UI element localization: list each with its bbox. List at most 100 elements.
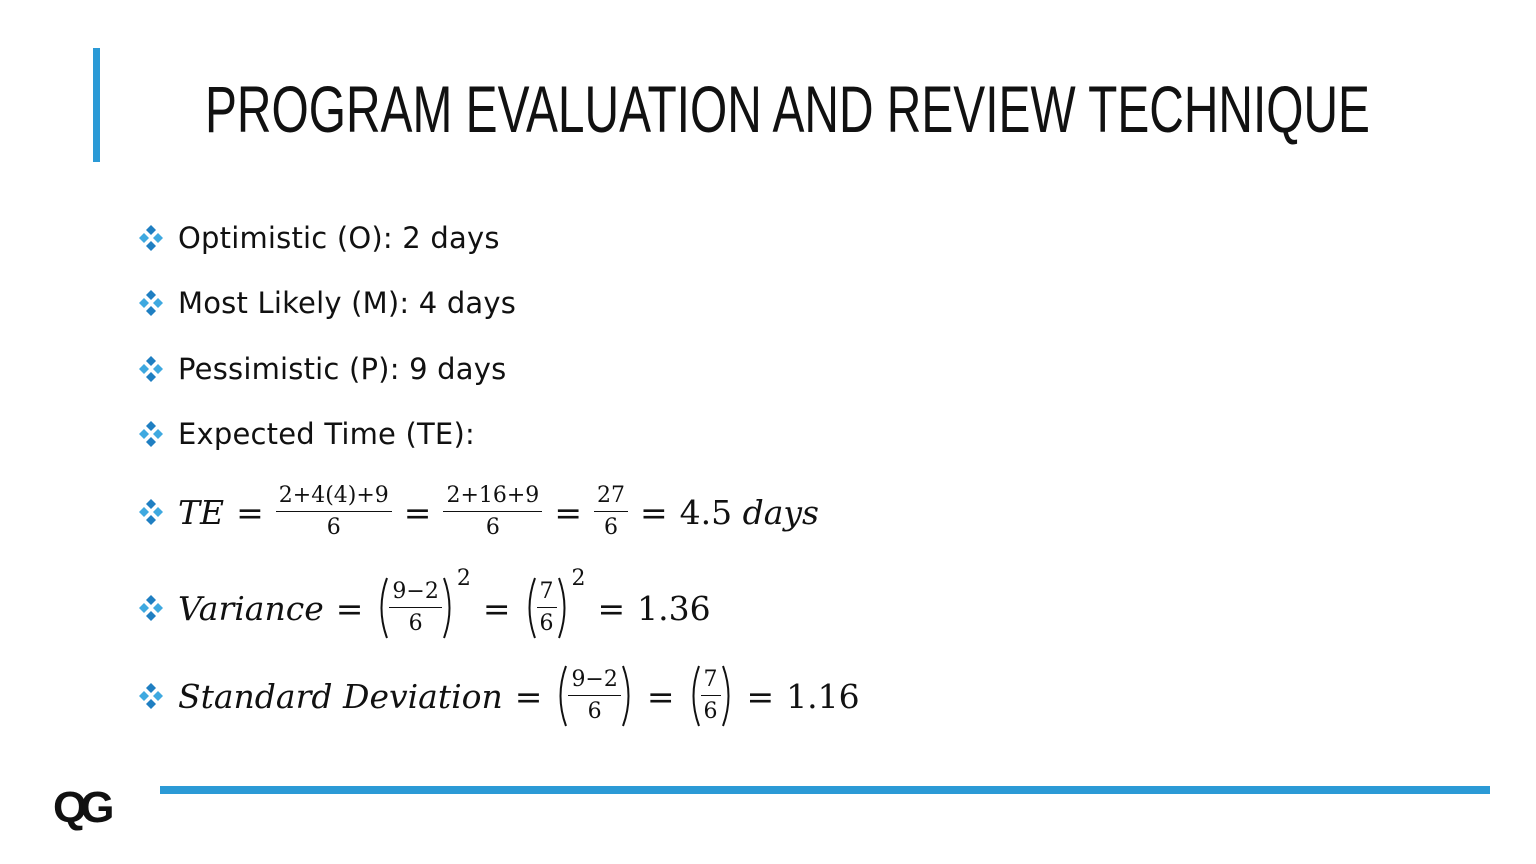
denominator: 6 bbox=[703, 699, 718, 724]
fraction: 9−2 6 bbox=[568, 667, 621, 724]
bullet-icon bbox=[139, 421, 163, 447]
std-lhs: Standard Deviation bbox=[178, 676, 503, 716]
bullet-diamond bbox=[146, 356, 156, 366]
denominator: 6 bbox=[539, 611, 554, 636]
numerator: 7 bbox=[700, 667, 721, 696]
title-box: PROGRAM EVALUATION AND REVIEW TECHNIQUE bbox=[205, 72, 1370, 146]
numerator: 9−2 bbox=[568, 667, 621, 696]
equals: = bbox=[597, 588, 626, 628]
bullet-diamond bbox=[139, 298, 149, 308]
bullet-diamond bbox=[146, 499, 156, 509]
bullet-diamond bbox=[153, 298, 163, 308]
bullet-diamond bbox=[146, 241, 156, 251]
paren-left bbox=[692, 665, 700, 727]
fraction: 2+4(4)+9 6 bbox=[275, 483, 392, 540]
bullet-diamond bbox=[153, 429, 163, 439]
equals: = bbox=[646, 676, 675, 716]
bullet-text: Pessimistic (P): 9 days bbox=[178, 352, 507, 386]
bullet-diamond bbox=[146, 515, 156, 525]
denominator: 6 bbox=[408, 611, 423, 636]
numerator: 7 bbox=[536, 579, 557, 608]
equals: = bbox=[554, 492, 582, 532]
numerator: 9−2 bbox=[389, 579, 442, 608]
equals: = bbox=[746, 676, 775, 716]
bullet-diamond bbox=[139, 603, 149, 613]
numerator: 2+16+9 bbox=[443, 483, 543, 512]
bullet-icon bbox=[139, 683, 163, 709]
denominator: 6 bbox=[603, 515, 618, 540]
te-unit: days bbox=[742, 492, 819, 532]
bullet-diamond bbox=[146, 225, 156, 235]
equals: = bbox=[482, 588, 511, 628]
paren-right bbox=[721, 665, 730, 727]
bullet-diamond bbox=[146, 421, 156, 431]
bullet-diamond bbox=[153, 691, 163, 701]
bullet-icon bbox=[139, 225, 163, 251]
bullet-diamond bbox=[146, 595, 156, 605]
numerator: 2+4(4)+9 bbox=[275, 483, 392, 512]
accent-bar bbox=[93, 48, 100, 162]
bullet-diamond bbox=[146, 699, 156, 709]
bullet-item: Optimistic (O): 2 days bbox=[138, 213, 500, 263]
bullet-diamond bbox=[153, 603, 163, 613]
bullet-diamond bbox=[146, 437, 156, 447]
bullet-diamond bbox=[146, 372, 156, 382]
equals: = bbox=[514, 676, 543, 716]
bullet-diamond bbox=[139, 507, 149, 517]
bullet-icon bbox=[139, 356, 163, 382]
footer-line bbox=[160, 786, 1490, 794]
bullet-diamond bbox=[146, 290, 156, 300]
te-formula: TE = 2+4(4)+9 6 = 2+16+9 6 = 27 6 = 4.5 day… bbox=[138, 478, 819, 546]
equals: = bbox=[335, 588, 364, 628]
bullet-text: Optimistic (O): 2 days bbox=[178, 221, 500, 255]
bullet-diamond bbox=[146, 683, 156, 693]
numerator: 27 bbox=[593, 483, 628, 512]
bullet-diamond bbox=[139, 233, 149, 243]
bullet-diamond bbox=[146, 611, 156, 621]
bullet-item: Expected Time (TE): bbox=[138, 409, 475, 459]
paren-left bbox=[559, 665, 568, 727]
denominator: 6 bbox=[326, 515, 341, 540]
variance-result: 1.36 bbox=[637, 588, 711, 628]
bullet-diamond bbox=[146, 306, 156, 316]
bullet-diamond bbox=[139, 429, 149, 439]
bullet-text: Expected Time (TE): bbox=[178, 417, 475, 451]
exponent: 2 bbox=[571, 566, 586, 591]
paren-right bbox=[621, 665, 630, 727]
paren-left bbox=[528, 577, 536, 639]
denominator: 6 bbox=[485, 515, 500, 540]
variance-lhs: Variance bbox=[178, 588, 324, 628]
bullet-diamond bbox=[153, 233, 163, 243]
paren-left bbox=[380, 577, 389, 639]
bullet-diamond bbox=[153, 507, 163, 517]
bullet-icon bbox=[139, 499, 163, 525]
bullet-item: Pessimistic (P): 9 days bbox=[138, 344, 506, 394]
std-result: 1.16 bbox=[786, 676, 860, 716]
denominator: 6 bbox=[587, 699, 602, 724]
paren-right bbox=[442, 577, 451, 639]
bullet-icon bbox=[139, 595, 163, 621]
equals: = bbox=[236, 492, 264, 532]
bullet-diamond bbox=[153, 364, 163, 374]
te-result: 4.5 bbox=[679, 492, 733, 532]
bullet-item: Most Likely (M): 4 days bbox=[138, 278, 516, 328]
equals: = bbox=[403, 492, 432, 532]
title: PROGRAM EVALUATION AND REVIEW TECHNIQUE bbox=[205, 72, 1370, 146]
bullet-text: Most Likely (M): 4 days bbox=[178, 286, 517, 320]
paren-right bbox=[557, 577, 565, 639]
bullet-icon bbox=[139, 290, 163, 316]
fraction: 9−2 6 bbox=[389, 579, 442, 636]
fraction: 27 6 bbox=[593, 483, 628, 540]
exponent: 2 bbox=[456, 566, 471, 591]
bullet-diamond bbox=[139, 691, 149, 701]
bullet-diamond bbox=[139, 364, 149, 374]
te-lhs: TE bbox=[178, 492, 225, 532]
fraction: 2+16+9 6 bbox=[443, 483, 543, 540]
logo: QG bbox=[53, 783, 115, 832]
equals: = bbox=[639, 492, 668, 532]
